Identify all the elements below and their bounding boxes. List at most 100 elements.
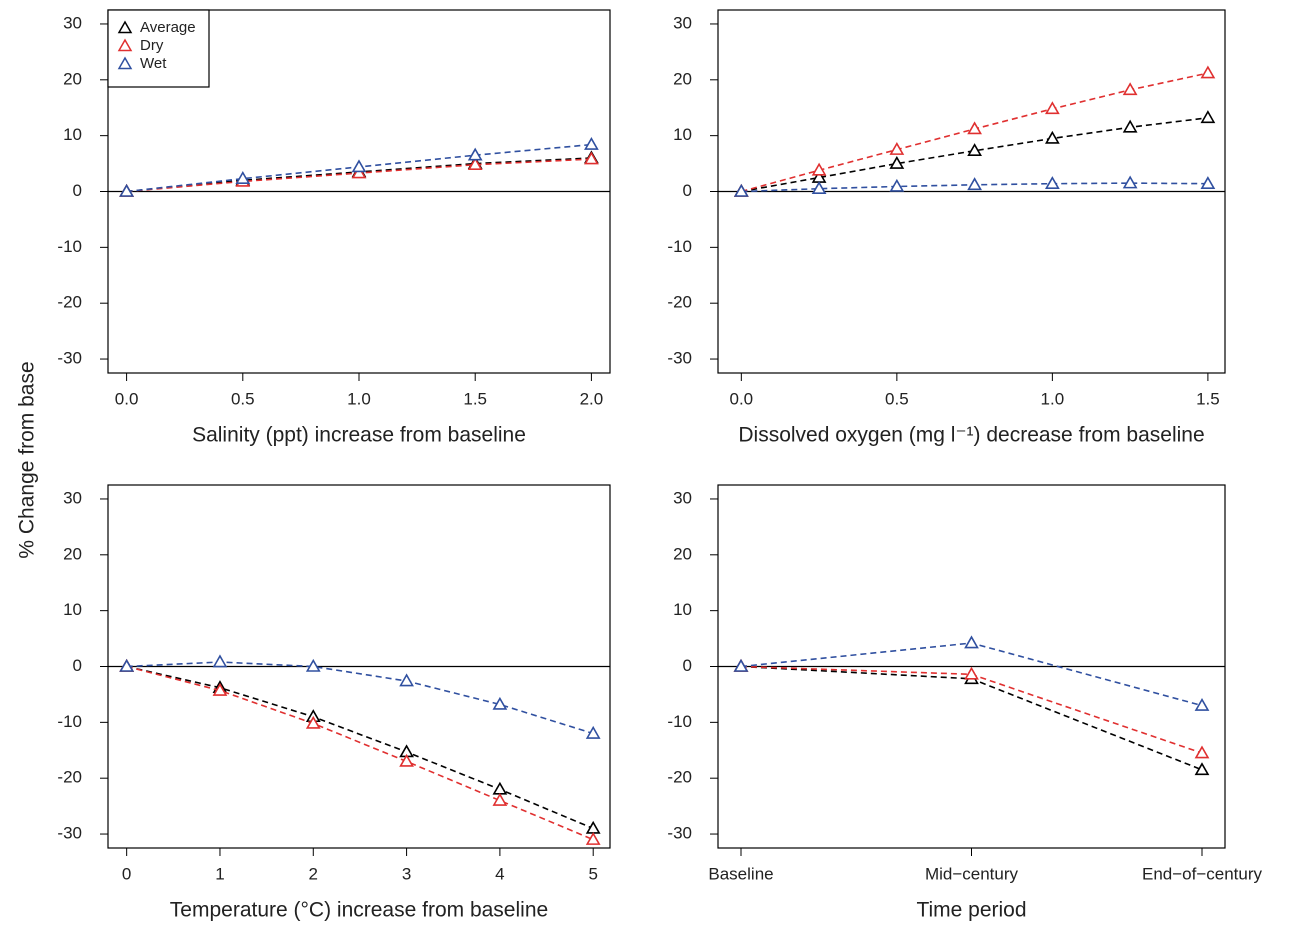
- point: [235, 171, 251, 184]
- point: [1122, 175, 1138, 189]
- point: [119, 658, 135, 672]
- x-axis-label: Temperature (°C) increase from baseline: [170, 899, 548, 922]
- x-tick-label: 0: [122, 864, 131, 883]
- point: [1044, 130, 1060, 144]
- point: [585, 725, 601, 739]
- y-tick-label: 10: [63, 600, 82, 619]
- y-tick-label: -30: [57, 349, 82, 368]
- y-tick-label: 20: [63, 69, 82, 88]
- point: [811, 162, 827, 176]
- y-tick-label: -10: [57, 712, 82, 731]
- x-tick-label: 1.0: [347, 389, 371, 408]
- point: [467, 147, 483, 161]
- legend-marker: [117, 38, 133, 52]
- plot-frame: [107, 484, 611, 849]
- point: [1200, 65, 1216, 79]
- point: [1194, 745, 1210, 759]
- y-tick-label: 0: [73, 656, 82, 675]
- x-tick-label: Mid−century: [925, 864, 1019, 883]
- point: [889, 142, 905, 155]
- point: [1122, 82, 1138, 96]
- point: [889, 155, 905, 169]
- series-line: [126, 661, 594, 735]
- point: [305, 715, 321, 729]
- x-axis-label: Salinity (ppt) increase from baseline: [192, 424, 526, 447]
- point: [1200, 110, 1216, 124]
- y-tick-label: 20: [673, 544, 692, 563]
- point: [1194, 697, 1210, 711]
- y-tick-label: -30: [667, 349, 692, 368]
- point: [1200, 176, 1216, 189]
- point: [967, 143, 982, 157]
- legend-label: Average: [140, 19, 196, 36]
- y-tick-label: 0: [683, 656, 692, 675]
- series-line: [126, 665, 594, 830]
- point: [964, 635, 979, 649]
- plot-frame: [717, 9, 1226, 374]
- point: [351, 165, 367, 179]
- x-tick-label: End−of−century: [1142, 864, 1263, 883]
- legend-label: Dry: [140, 37, 164, 54]
- y-tick-label: 20: [63, 544, 82, 563]
- point: [1122, 119, 1138, 133]
- x-tick-label: 0.5: [885, 389, 909, 408]
- y-tick-label: -20: [667, 293, 692, 312]
- point: [399, 673, 414, 687]
- point: [585, 820, 601, 834]
- y-tick-label: 30: [63, 13, 82, 32]
- y-tick-label: 0: [73, 181, 82, 200]
- plot-frame: [107, 9, 611, 374]
- y-tick-label: -20: [57, 293, 82, 312]
- point: [305, 658, 321, 672]
- x-tick-label: 5: [588, 864, 597, 883]
- point: [1194, 762, 1210, 776]
- point: [212, 682, 228, 696]
- point: [967, 177, 982, 191]
- x-tick-label: 2.0: [580, 389, 604, 408]
- x-tick-label: Baseline: [708, 864, 773, 883]
- point: [584, 151, 599, 165]
- x-tick-label: 1: [215, 864, 224, 883]
- y-tick-label: 30: [63, 488, 82, 507]
- point: [1044, 101, 1060, 115]
- x-tick-label: 1.5: [463, 389, 487, 408]
- point: [584, 136, 599, 150]
- y-tick-label: 10: [673, 600, 692, 619]
- y-tick-label: -10: [57, 237, 82, 256]
- point: [119, 183, 134, 197]
- y-tick-label: 30: [673, 13, 692, 32]
- x-tick-label: 1.0: [1041, 389, 1065, 408]
- point: [733, 658, 749, 672]
- x-axis-label: Time period: [916, 899, 1026, 922]
- legend-label: Wet: [140, 55, 167, 72]
- point: [399, 753, 414, 767]
- y-tick-label: -10: [667, 712, 692, 731]
- y-tick-label: 30: [673, 488, 692, 507]
- plot-frame: [717, 484, 1226, 849]
- y-tick-label: -30: [57, 824, 82, 843]
- series-line: [126, 665, 594, 841]
- point: [351, 159, 367, 173]
- point: [964, 666, 979, 680]
- x-axis-label: Dissolved oxygen (mg l⁻¹) decrease from …: [738, 424, 1204, 447]
- point: [967, 121, 982, 135]
- point: [811, 181, 827, 195]
- x-tick-label: 0.0: [730, 389, 754, 408]
- point: [585, 832, 601, 845]
- point: [733, 183, 749, 197]
- point: [492, 696, 508, 710]
- x-tick-label: 0.0: [115, 389, 139, 408]
- y-tick-label: 20: [673, 69, 692, 88]
- y-tick-label: 10: [63, 125, 82, 144]
- x-tick-label: 4: [495, 864, 504, 883]
- y-axis-label: % Change from base: [16, 361, 39, 558]
- point: [212, 654, 228, 668]
- y-tick-label: 0: [683, 181, 692, 200]
- point: [492, 781, 508, 795]
- y-tick-label: -20: [667, 768, 692, 787]
- x-tick-label: 0.5: [231, 389, 255, 408]
- point: [467, 157, 483, 170]
- y-tick-label: -10: [667, 237, 692, 256]
- y-tick-label: -30: [667, 824, 692, 843]
